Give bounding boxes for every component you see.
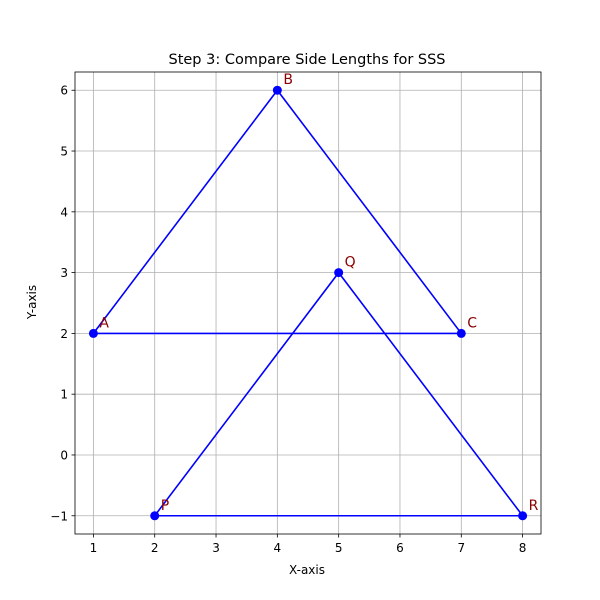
x-tick-label: 7: [457, 541, 465, 555]
chart-title: Step 3: Compare Side Lengths for SSS: [168, 52, 445, 68]
plot-data: A B C P Q R: [88, 72, 539, 521]
x-tick-label: 5: [335, 541, 343, 555]
x-tick-label: 4: [274, 541, 282, 555]
y-tick-label: −1: [50, 509, 68, 523]
point-c-marker: [456, 328, 466, 338]
y-tick-label: 3: [60, 266, 68, 280]
triangle-2-outline: [154, 271, 525, 517]
y-axis-label: Y-axis: [25, 285, 39, 320]
point-p-marker: [150, 511, 160, 521]
triangle-1-outline: [92, 88, 463, 335]
x-tick-label: 3: [212, 541, 220, 555]
x-tick-label: 2: [151, 541, 159, 555]
y-tick-label: 4: [60, 205, 68, 219]
y-tick-label: 6: [60, 84, 68, 98]
point-r-label: R: [529, 498, 539, 514]
point-a-marker: [88, 328, 98, 338]
x-tick-label: 6: [396, 541, 404, 555]
point-q-marker: [334, 268, 344, 278]
point-c-label: C: [467, 315, 477, 331]
point-b-marker: [272, 85, 282, 95]
y-tick-label: 1: [60, 388, 68, 402]
y-tick-label: 5: [60, 145, 68, 159]
plot-frame: [74, 71, 542, 535]
x-tick-label: 8: [519, 541, 527, 555]
x-axis-label: X-axis: [289, 563, 325, 577]
axis-ticks: 1 2 3 4 5 6 7 8 −1 0 1 2 3 4 5 6: [50, 84, 526, 555]
point-b-label: B: [283, 72, 293, 88]
point-q-label: Q: [345, 255, 356, 271]
y-tick-label: 2: [60, 327, 68, 341]
point-a-label: A: [99, 315, 109, 331]
x-tick-label: 1: [90, 541, 98, 555]
point-p-label: P: [161, 498, 169, 514]
y-tick-label: 0: [60, 448, 68, 462]
point-r-marker: [518, 511, 528, 521]
